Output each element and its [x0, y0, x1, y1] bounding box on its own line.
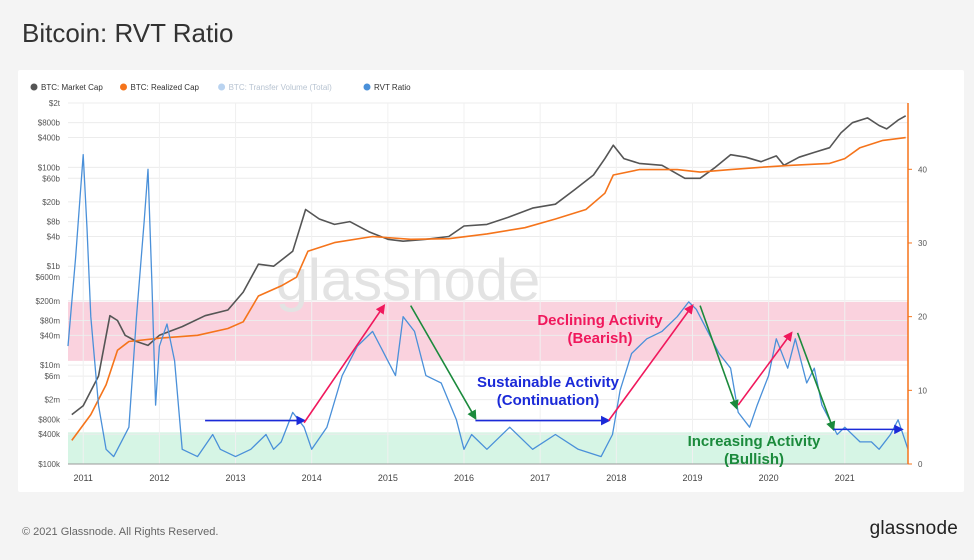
- y-right-tick-label: 20: [918, 313, 927, 322]
- annotation-declining: Declining Activity (Bearish): [537, 312, 663, 347]
- btc-realized-cap-line: [71, 136, 906, 441]
- y-left-tick-label: $600m: [36, 273, 61, 282]
- x-tick-label: 2014: [302, 473, 322, 483]
- legend-dot: [120, 83, 127, 91]
- down-arrow: [796, 332, 836, 432]
- y-left-tick-label: $8b: [47, 218, 61, 227]
- y-left-tick-label: $80m: [40, 316, 60, 325]
- page-title: Bitcoin: RVT Ratio: [22, 18, 234, 48]
- x-tick-label: 2017: [530, 473, 550, 483]
- y-left-tick-label: $100k: [38, 460, 61, 469]
- rvt-chart: glassnode $2t$800b$400b$100b$60b$20b$8b$…: [30, 83, 928, 483]
- rvt-ratio-line: [67, 153, 909, 458]
- y-left-tick-label: $100b: [38, 163, 61, 172]
- chart-card: glassnode $2t $800b $400b $100b $60b $20b $8b $…: [18, 70, 964, 492]
- bearish-label: (Bearish): [567, 330, 632, 347]
- y-left-tick-label: $6m: [44, 372, 60, 381]
- x-tick-label: 2018: [606, 473, 626, 483]
- y-left-tick-label: $800k: [38, 415, 61, 424]
- bearish-band: [68, 301, 908, 361]
- bullish-label: (Bullish): [724, 451, 784, 468]
- up-arrow: [303, 304, 386, 424]
- y-right-tick-label: 40: [918, 165, 927, 174]
- legend-item-label: BTC: Transfer Volume (Total): [229, 83, 332, 92]
- copyright-text: © 2021 Glassnode. All Rights Reserved.: [22, 526, 219, 538]
- x-tick-label: 2019: [682, 473, 702, 483]
- x-tick-label: 2020: [759, 473, 779, 483]
- x-tick-label: 2021: [835, 473, 855, 483]
- continuation-label: (Continuation): [497, 392, 599, 409]
- annotation-sustainable: Sustainable Activity (Continuation): [477, 374, 620, 409]
- y-left-tick-label: $60b: [42, 174, 60, 183]
- annotation-increasing: Increasing Activity (Bullish): [688, 433, 821, 468]
- legend-dot: [30, 83, 38, 91]
- increasing-activity-label: Increasing Activity: [688, 433, 821, 450]
- x-tick-label: 2013: [226, 473, 246, 483]
- y-right-tick-label: 10: [918, 386, 927, 395]
- legend-dot: [218, 83, 226, 91]
- y-left-tick-label: $4b: [47, 232, 61, 241]
- glassnode-logo[interactable]: glassnode: [869, 518, 958, 539]
- series-lines: [67, 115, 909, 458]
- legend: BTC: Market Cap BTC: Realized Cap BTC: Tra…: [30, 83, 411, 92]
- x-tick-label: 2012: [149, 473, 169, 483]
- x-tick-label: 2015: [378, 473, 398, 483]
- legend-dot: [363, 83, 371, 91]
- axes: $2t $800b $400b $100b $60b $20b $8b $4b $1b $600m…: [36, 99, 928, 483]
- legend-item-label: BTC: Realized Cap: [131, 83, 200, 92]
- y-left-tick-label: $40m: [40, 331, 60, 340]
- up-arrow: [608, 304, 694, 422]
- x-tick-label: 2011: [74, 473, 93, 483]
- up-arrow: [737, 331, 793, 406]
- btc-market-cap-line: [71, 115, 907, 416]
- y-left-tick-label: $400b: [38, 134, 61, 143]
- y-left-tick-label: $2m: [44, 396, 60, 405]
- x-tick-label: 2016: [454, 473, 474, 483]
- y-left-tick-label: $1b: [47, 262, 61, 271]
- legend-item-label: RVT Ratio: [374, 83, 411, 92]
- down-arrow: [699, 305, 739, 410]
- declining-activity-label: Declining Activity: [537, 312, 663, 329]
- y-left-tick-label: $2t: [49, 99, 61, 108]
- y-left-tick-label: $200m: [36, 297, 61, 306]
- y-right-tick-label: 0: [918, 460, 923, 469]
- y-right-tick-label: 30: [918, 239, 927, 248]
- y-left-tick-label: $10m: [40, 361, 60, 370]
- y-left-tick-label: $20b: [42, 198, 60, 207]
- y-left-tick-label: $400k: [38, 430, 61, 439]
- trend-arrows: [205, 304, 904, 435]
- y-left-tick-label: $800b: [38, 119, 61, 128]
- down-arrow: [410, 305, 477, 420]
- glassnode-watermark: glassnode: [276, 248, 540, 313]
- legend-item-label: BTC: Market Cap: [41, 83, 103, 92]
- sustainable-activity-label: Sustainable Activity: [477, 374, 620, 391]
